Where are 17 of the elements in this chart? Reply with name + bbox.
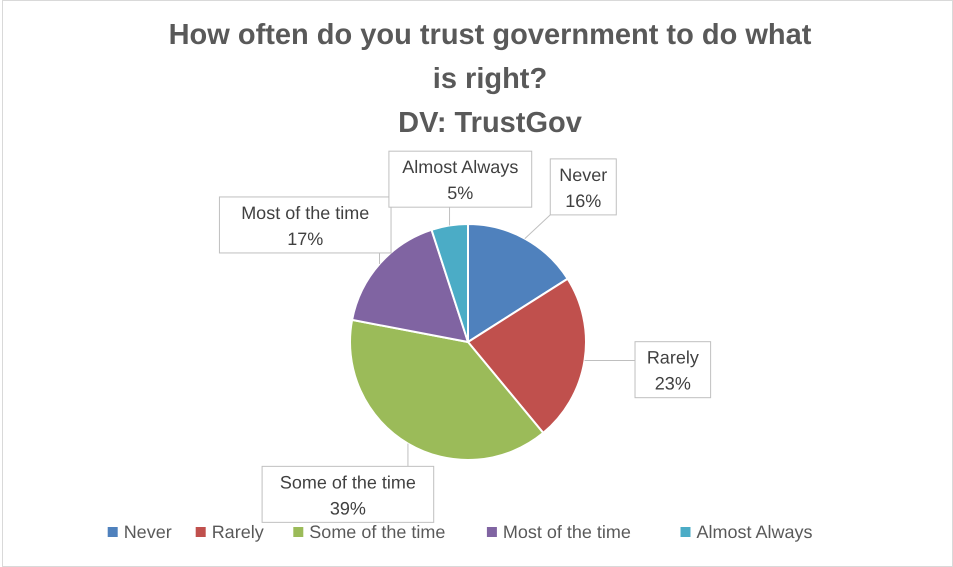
slice-label: Rarely — [646, 348, 699, 368]
data-label: 39% — [330, 498, 366, 518]
legend-label: Rarely — [212, 522, 264, 542]
slice-label: Almost Always — [402, 157, 518, 178]
slice-label: Some of the time — [280, 472, 416, 492]
legend-label: Almost Always — [696, 522, 813, 542]
chart-subtitle: DV: TrustGov — [398, 107, 582, 139]
legend-label: Most of the time — [502, 522, 631, 542]
legend-label: Some of the time — [309, 522, 446, 542]
data-label: 17% — [287, 228, 324, 249]
data-label: 23% — [654, 374, 691, 394]
legend-label: Never — [124, 522, 172, 542]
slice-label: Never — [559, 164, 608, 185]
chart-title: How often do you trust government to do what is right? — [168, 19, 812, 95]
data-label: 5% — [447, 183, 474, 204]
slice-label: Most of the time — [241, 202, 370, 223]
data-label: 16% — [565, 190, 602, 211]
